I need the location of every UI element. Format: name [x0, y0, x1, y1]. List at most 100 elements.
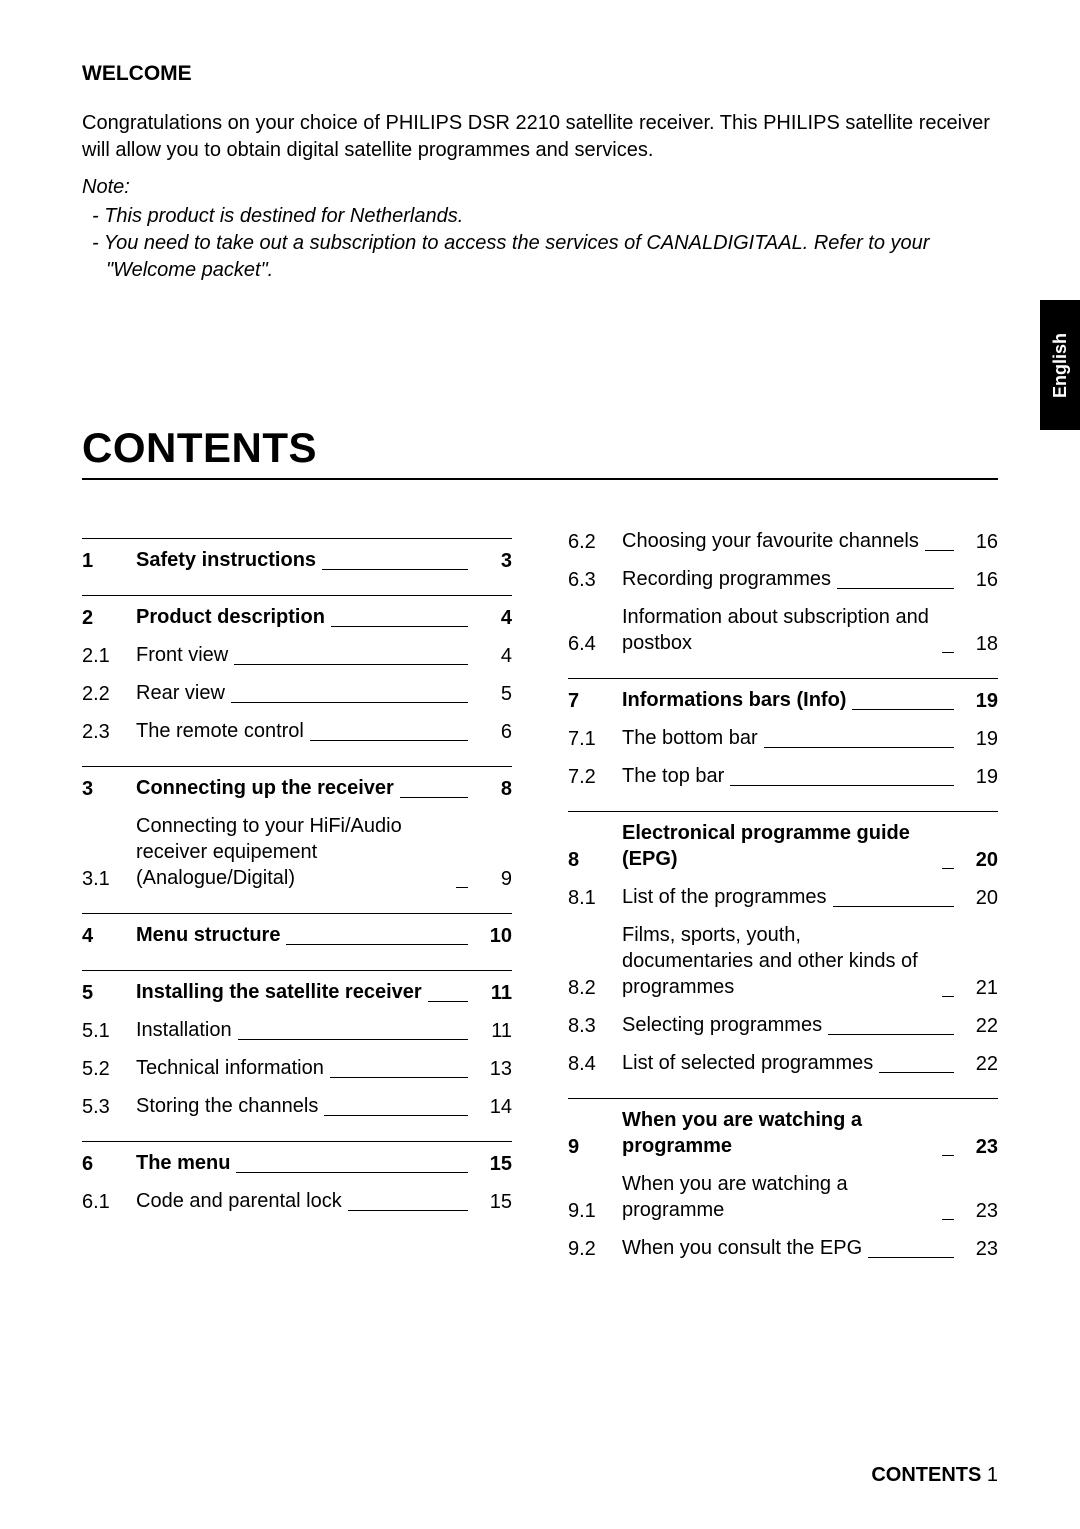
note-item: - This product is destined for Netherlan…: [82, 203, 998, 230]
toc-num: 9.1: [568, 1200, 612, 1223]
toc-label-wrap: Storing the channels: [136, 1093, 472, 1119]
toc-num: 6.1: [82, 1191, 126, 1214]
toc-label: Safety instructions: [136, 547, 316, 573]
toc-leader: [324, 1115, 468, 1116]
toc-label-wrap: When you consult the EPG: [622, 1235, 958, 1261]
toc-leader: [942, 1155, 954, 1156]
toc-label-wrap: Connecting to your HiFi/Audio receiver e…: [136, 813, 472, 891]
toc-num: 8.4: [568, 1053, 612, 1076]
toc-row: 1 Safety instructions 3: [82, 539, 512, 577]
toc-leader: [852, 709, 954, 710]
toc-leader: [236, 1172, 468, 1173]
toc-leader: [330, 1077, 468, 1078]
welcome-text: Congratulations on your choice of PHILIP…: [82, 110, 998, 164]
toc-label: Choosing your favourite channels: [622, 528, 919, 554]
toc-leader: [942, 652, 954, 653]
toc-label: Recording programmes: [622, 566, 831, 592]
toc-num: 5.3: [82, 1096, 126, 1119]
toc-leader: [833, 906, 954, 907]
toc-label-wrap: List of selected programmes: [622, 1050, 958, 1076]
toc-leader: [428, 1001, 468, 1002]
toc-num: 5: [82, 982, 126, 1005]
toc-row: 2.1 Front view 4: [82, 634, 512, 672]
toc-label-wrap: Rear view: [136, 680, 472, 706]
toc-num: 4: [82, 925, 126, 948]
toc-leader: [828, 1034, 954, 1035]
toc-label: List of selected programmes: [622, 1050, 873, 1076]
toc-row: 3.1 Connecting to your HiFi/Audio receiv…: [82, 805, 512, 895]
toc-label: The remote control: [136, 718, 304, 744]
toc-row: 8.3 Selecting programmes 22: [568, 1004, 998, 1042]
toc-page: 4: [482, 607, 512, 630]
toc-page: 20: [968, 849, 998, 872]
toc-label: Electronical programme guide (EPG): [622, 820, 936, 872]
toc-num: 6.3: [568, 569, 612, 592]
toc-page: 19: [968, 766, 998, 789]
toc-page: 6: [482, 721, 512, 744]
toc-label-wrap: Installing the satellite receiver: [136, 979, 472, 1005]
toc-leader: [942, 868, 954, 869]
toc-row: 2.3 The remote control 6: [82, 710, 512, 748]
note-label: Note:: [82, 176, 998, 199]
toc-num: 5.2: [82, 1058, 126, 1081]
contents-rule: [82, 478, 998, 480]
toc-num: 9.2: [568, 1238, 612, 1261]
toc-num: 2.3: [82, 721, 126, 744]
toc-leader: [925, 550, 954, 551]
toc-label: When you are watching a programme: [622, 1107, 936, 1159]
toc-leader: [231, 702, 468, 703]
toc-page: 19: [968, 690, 998, 713]
toc-row: 7.2 The top bar 19: [568, 755, 998, 793]
toc-row: 5.2 Technical information 13: [82, 1047, 512, 1085]
toc-leader: [456, 887, 468, 888]
toc-page: 15: [482, 1153, 512, 1176]
toc-num: 2.2: [82, 683, 126, 706]
toc-label-wrap: When you are watching a programme: [622, 1171, 958, 1223]
toc-label: Front view: [136, 642, 228, 668]
toc-num: 7: [568, 690, 612, 713]
toc-leader: [234, 664, 468, 665]
toc-page: 10: [482, 925, 512, 948]
toc-label-wrap: Front view: [136, 642, 472, 668]
toc-num: 3.1: [82, 868, 126, 891]
toc-row: 4 Menu structure 10: [82, 914, 512, 952]
toc-label: Information about subscription and postb…: [622, 604, 936, 656]
toc-label: Storing the channels: [136, 1093, 318, 1119]
toc-label: The bottom bar: [622, 725, 758, 751]
toc-label-wrap: Product description: [136, 604, 472, 630]
toc-row: 6.1 Code and parental lock 15: [82, 1180, 512, 1218]
toc-label: Films, sports, youth, documentaries and …: [622, 922, 936, 1000]
toc-label-wrap: Selecting programmes: [622, 1012, 958, 1038]
toc-label: Selecting programmes: [622, 1012, 822, 1038]
toc-page: 23: [968, 1238, 998, 1261]
toc-label: Code and parental lock: [136, 1188, 342, 1214]
toc-label: Menu structure: [136, 922, 280, 948]
toc-leader: [764, 747, 954, 748]
toc-page: 23: [968, 1136, 998, 1159]
toc-page: 16: [968, 569, 998, 592]
toc-left-column: 1 Safety instructions 3 2 Product descri…: [82, 520, 512, 1265]
toc-row: 6 The menu 15: [82, 1142, 512, 1180]
toc-row: 6.3 Recording programmes 16: [568, 558, 998, 596]
toc-page: 5: [482, 683, 512, 706]
toc-num: 2.1: [82, 645, 126, 668]
toc-row: 9.2 When you consult the EPG 23: [568, 1227, 998, 1265]
toc-leader: [730, 785, 954, 786]
toc-label-wrap: Safety instructions: [136, 547, 472, 573]
toc-label-wrap: Choosing your favourite channels: [622, 528, 958, 554]
toc-row: 5 Installing the satellite receiver 11: [82, 971, 512, 1009]
toc-row: 8 Electronical programme guide (EPG) 20: [568, 812, 998, 876]
toc-page: 22: [968, 1053, 998, 1076]
toc-leader: [348, 1210, 468, 1211]
toc-row: 2 Product description 4: [82, 596, 512, 634]
toc-label-wrap: The menu: [136, 1150, 472, 1176]
toc-label-wrap: The bottom bar: [622, 725, 958, 751]
toc-page: 16: [968, 531, 998, 554]
toc-num: 8: [568, 849, 612, 872]
toc-num: 7.2: [568, 766, 612, 789]
toc-label-wrap: The top bar: [622, 763, 958, 789]
toc-num: 7.1: [568, 728, 612, 751]
toc-row: 5.1 Installation 11: [82, 1009, 512, 1047]
toc-page: 8: [482, 778, 512, 801]
toc-page: 18: [968, 633, 998, 656]
